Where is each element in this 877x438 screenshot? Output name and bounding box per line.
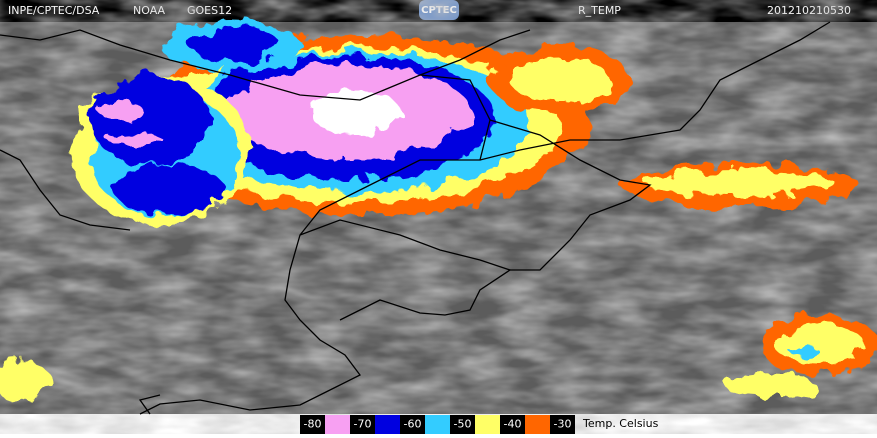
scale-label-box [350,415,375,434]
timestamp: 201210210530 [767,4,851,17]
scale-label: -30 [554,418,572,431]
scale-swatch [375,415,400,434]
scale-unit: Temp. Celsius [582,417,659,430]
satellite: GOES12 [187,4,232,17]
scale-label-box [550,415,575,434]
satellite-image [0,20,877,415]
agency: NOAA [133,4,166,17]
legend: -80 -70 -60 -50 -40 -30 [300,415,575,434]
scale-label: -70 [354,418,372,431]
scale-label: -50 [454,418,472,431]
source: INPE/CPTEC/DSA [8,4,100,17]
logo-badge [419,0,459,20]
scale-label: -40 [504,418,522,431]
scale-label-box [300,415,325,434]
scale-label: -60 [404,418,422,431]
scale-swatch [325,415,350,434]
scale-label-box [400,415,425,434]
scale-swatch [425,415,450,434]
logo: CPTEC [421,5,457,16]
scale-label-box [500,415,525,434]
product: R_TEMP [578,4,621,17]
scale-swatch [475,415,500,434]
scale-swatch [525,415,550,434]
scale-label: -80 [304,418,322,431]
scale-label-box [450,415,475,434]
